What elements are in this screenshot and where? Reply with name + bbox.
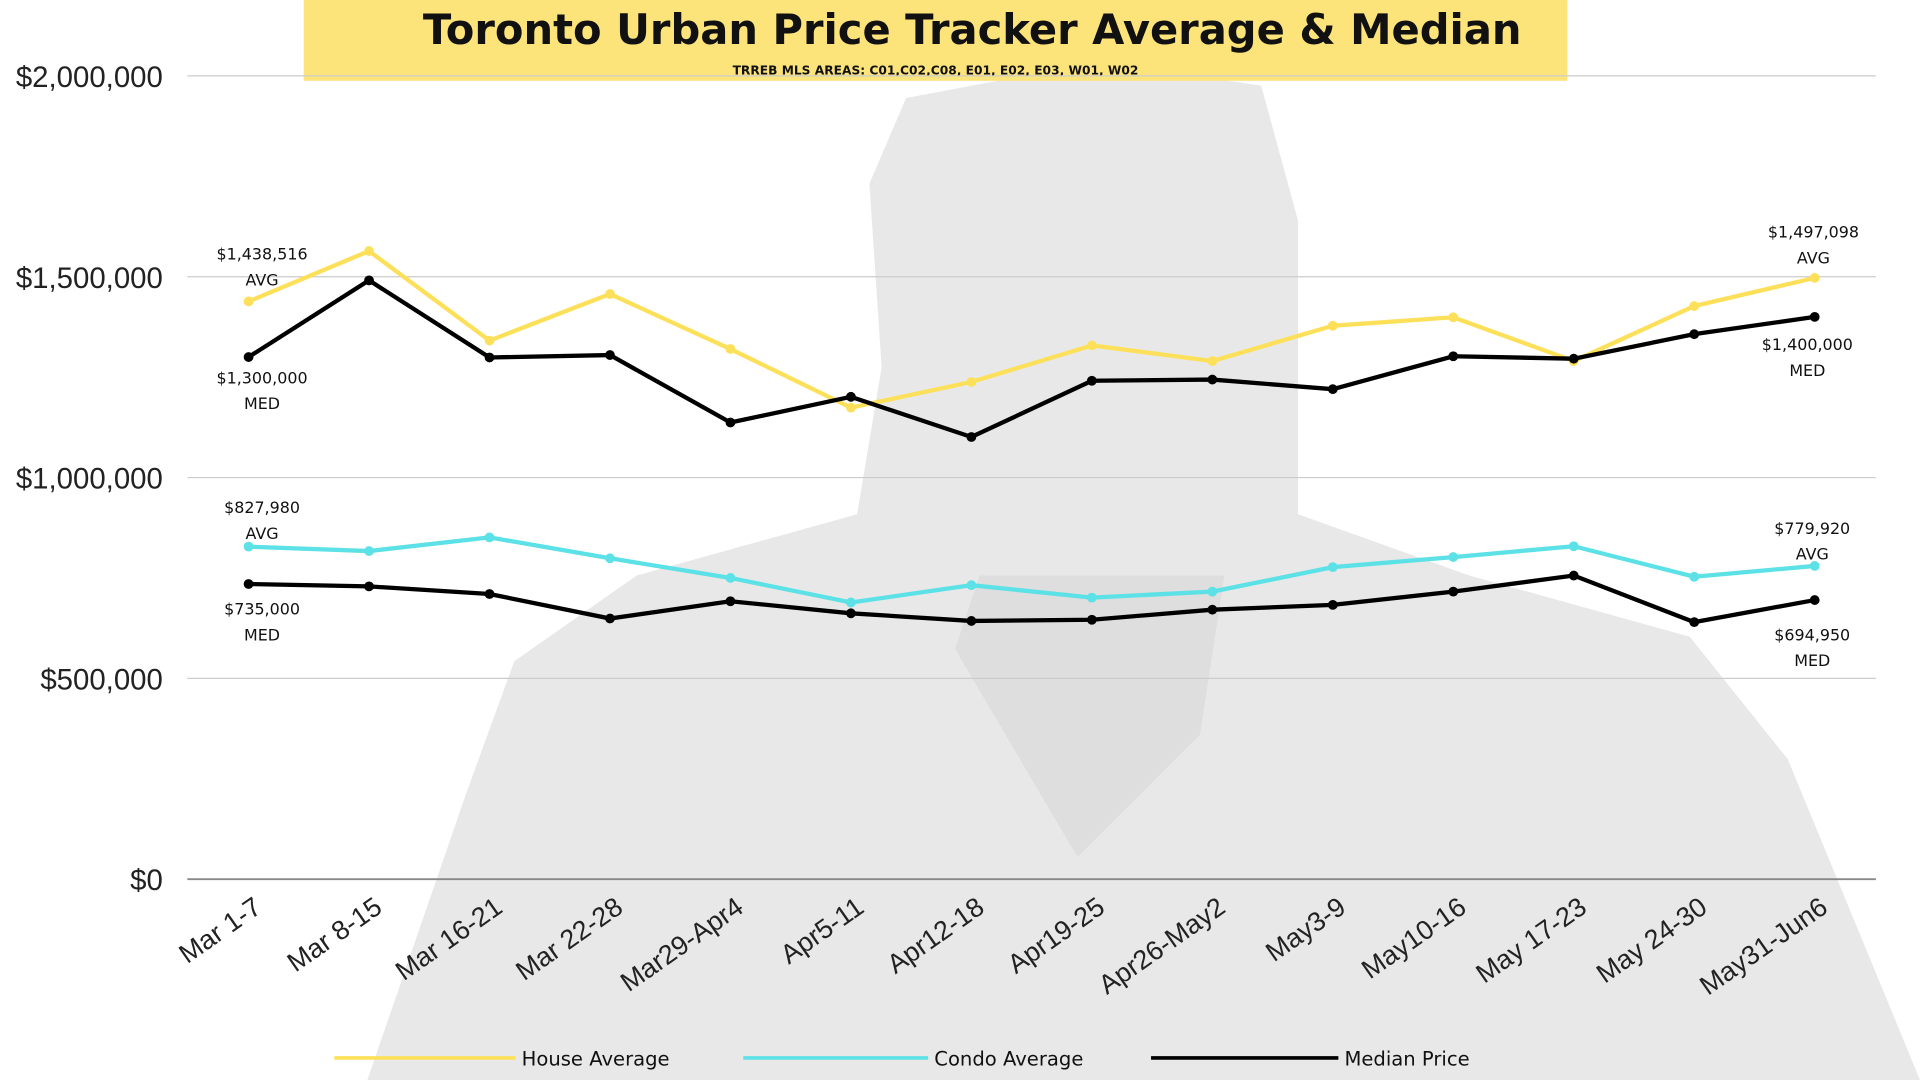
data-point: [966, 377, 977, 387]
data-point: [484, 335, 495, 346]
legend-label: Condo Average: [934, 1047, 1083, 1070]
y-tick-label: $500,000: [40, 663, 163, 696]
annotation-value: $779,920: [1774, 519, 1850, 538]
data-point: [725, 596, 736, 607]
title-banner: [303, 0, 1568, 81]
data-point: [1568, 570, 1579, 581]
data-point: [1327, 320, 1338, 331]
annotation-value: $1,400,000: [1762, 335, 1853, 354]
data-point: [1568, 353, 1579, 364]
annotation-tag: MED: [1794, 651, 1830, 670]
data-point: [1689, 329, 1700, 340]
data-point: [725, 344, 736, 354]
data-point: [1086, 592, 1097, 603]
data-point: [966, 616, 977, 626]
data-point: [725, 417, 736, 428]
data-point: [1448, 586, 1459, 597]
series-line-0: [247, 248, 1816, 410]
data-point: [243, 352, 254, 362]
y-tick-label: $2,000,000: [16, 61, 163, 94]
annotation-tag: AVG: [246, 270, 279, 289]
chart-subtitle: TRREB MLS AREAS: C01,C02,C08, E01, E02, …: [733, 64, 1139, 78]
data-point: [1689, 617, 1700, 628]
y-tick-label: $1,500,000: [16, 262, 163, 295]
annotation-tag: MED: [244, 625, 280, 644]
data-point: [1207, 374, 1218, 385]
data-point: [1207, 356, 1218, 366]
data-point: [364, 246, 374, 256]
data-point: [1689, 301, 1700, 311]
series-line-2: [248, 535, 1815, 605]
data-point: [1809, 595, 1820, 605]
data-point: [1568, 541, 1579, 552]
data-point: [364, 546, 374, 556]
background-portrait: [367, 61, 1920, 1080]
y-tick-label: $1,000,000: [16, 463, 163, 496]
annotation-value: $735,000: [224, 600, 300, 619]
annotation-tag: AVG: [246, 524, 279, 543]
annotation-tag: AVG: [1797, 248, 1830, 267]
data-point: [484, 352, 495, 363]
annotation-value: $1,497,098: [1768, 223, 1859, 242]
x-tick-label: Mar 1-7: [174, 891, 267, 969]
data-point: [243, 579, 254, 589]
data-point: [605, 350, 615, 360]
data-point: [1086, 340, 1097, 351]
annotation-value: $1,300,000: [217, 368, 308, 387]
data-point: [1086, 375, 1097, 386]
data-point: [1086, 614, 1097, 625]
legend-label: House Average: [522, 1047, 670, 1070]
annotation-tag: MED: [244, 394, 280, 413]
data-point: [1207, 586, 1218, 597]
data-point: [846, 391, 856, 402]
data-point: [364, 581, 374, 592]
annotation-value: $1,438,516: [217, 245, 308, 264]
data-point: [1327, 599, 1338, 610]
legend-label: Median Price: [1344, 1047, 1469, 1070]
data-point: [605, 613, 615, 624]
annotation-value: $827,980: [224, 498, 300, 517]
data-point: [364, 275, 374, 286]
data-point: [1448, 312, 1459, 323]
data-point: [846, 402, 856, 413]
data-point: [243, 541, 254, 552]
data-point: [1448, 351, 1459, 362]
series-line-1: [247, 277, 1815, 440]
x-tick-label: Mar 8-15: [282, 891, 387, 977]
annotation-value: $694,950: [1774, 625, 1850, 644]
series-line-3: [248, 573, 1816, 625]
data-point: [846, 608, 856, 619]
annotation-tag: AVG: [1796, 545, 1829, 564]
data-point: [1809, 561, 1820, 571]
data-point: [605, 553, 615, 564]
y-tick-label: $0: [130, 864, 163, 897]
data-point: [1689, 571, 1700, 582]
data-point: [1207, 604, 1218, 615]
data-point: [605, 289, 615, 299]
data-point: [1448, 552, 1459, 562]
data-point: [846, 597, 856, 608]
data-point: [243, 296, 254, 307]
data-point: [725, 573, 736, 583]
data-point: [966, 580, 977, 591]
data-point: [966, 432, 977, 442]
chart-title: Toronto Urban Price Tracker Average & Me…: [423, 5, 1522, 54]
data-point: [484, 532, 495, 543]
data-point: [484, 589, 495, 599]
data-point: [1809, 273, 1820, 283]
data-point: [1327, 384, 1338, 395]
data-point: [1327, 562, 1338, 573]
annotation-tag: MED: [1789, 361, 1825, 380]
data-point: [1809, 312, 1820, 322]
